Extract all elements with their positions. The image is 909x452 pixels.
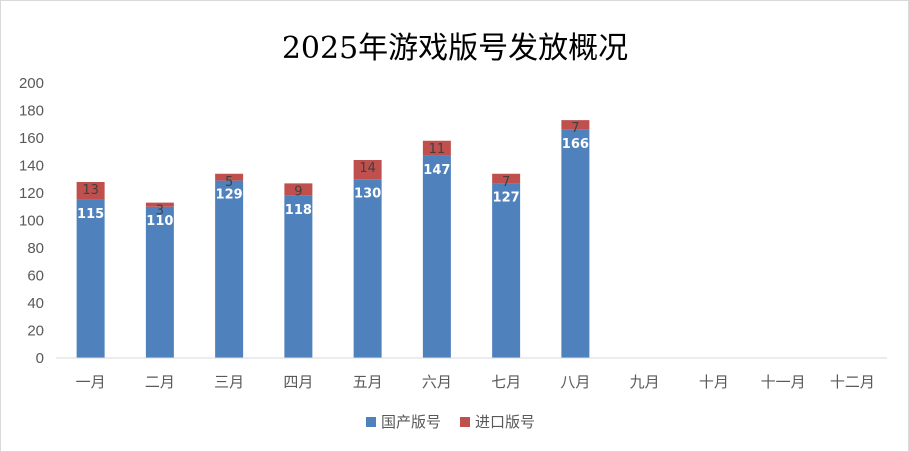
x-category-label: 一月	[76, 373, 106, 391]
y-tick-label: 40	[27, 295, 44, 312]
y-tick-label: 160	[19, 130, 44, 147]
legend-swatch	[366, 417, 376, 427]
x-axis-labels: 一月 二月 三月 四月 五月 六月 七月 八月 九月 十月 十一月 十二月	[76, 373, 875, 391]
bar-import	[492, 173, 521, 184]
y-axis-ticks: 0 20 40 60 80 100 120 140 160 180 200	[19, 75, 44, 367]
y-tick-label: 120	[19, 185, 44, 202]
bar-import	[422, 140, 451, 156]
data-label-import: 3	[156, 204, 164, 219]
y-tick-label: 0	[36, 350, 44, 367]
data-label-domestic: 110	[146, 214, 173, 229]
x-category-label: 十二月	[830, 373, 875, 391]
data-label-import: 14	[359, 161, 376, 176]
chart-title: 2025年游戏版号发放概况	[282, 31, 628, 66]
data-label-import: 11	[429, 142, 446, 157]
y-tick-label: 100	[19, 213, 44, 230]
x-category-label: 十月	[699, 373, 729, 391]
legend-label: 国产版号	[381, 413, 441, 431]
x-category-label: 十一月	[761, 373, 806, 391]
data-label-domestic: 130	[354, 186, 381, 201]
y-tick-label: 80	[27, 240, 44, 257]
data-label-domestic: 129	[216, 188, 243, 203]
bar-domestic	[215, 180, 244, 358]
y-tick-label: 200	[19, 75, 44, 92]
bar-import	[561, 120, 590, 130]
x-category-label: 六月	[422, 373, 452, 391]
bar-domestic	[353, 179, 382, 358]
x-category-label: 七月	[491, 373, 521, 391]
bar-import	[284, 183, 313, 196]
bar-domestic	[145, 206, 174, 358]
y-tick-label: 60	[27, 268, 44, 285]
y-tick-label: 140	[19, 158, 44, 175]
bar-import	[76, 182, 105, 200]
x-category-label: 三月	[214, 373, 244, 391]
bar-domestic	[284, 195, 313, 358]
bar-domestic	[76, 199, 105, 358]
data-label-import: 9	[294, 184, 302, 199]
bar-import	[215, 173, 244, 181]
data-label-domestic: 166	[562, 137, 589, 152]
x-category-label: 五月	[353, 373, 383, 391]
y-tick-label: 180	[19, 103, 44, 120]
x-category-label: 四月	[283, 373, 313, 391]
data-label-domestic: 127	[493, 190, 520, 205]
bar-import	[353, 160, 382, 180]
legend-swatch	[460, 417, 470, 427]
data-label-domestic: 115	[77, 207, 104, 222]
bar-domestic	[492, 183, 521, 358]
data-label-domestic: 147	[423, 163, 450, 178]
data-label-import: 13	[82, 183, 99, 198]
bar-import	[145, 202, 174, 207]
bar-domestic	[561, 129, 590, 358]
data-label-import: 5	[225, 175, 233, 190]
y-tick-label: 20	[27, 323, 44, 340]
data-label-import: 7	[571, 121, 579, 136]
legend: 国产版号 进口版号	[366, 413, 535, 431]
x-category-label: 二月	[145, 373, 175, 391]
legend-label: 进口版号	[475, 413, 535, 431]
x-category-label: 九月	[630, 373, 660, 391]
x-category-label: 八月	[560, 373, 590, 391]
data-label-domestic: 118	[285, 203, 312, 218]
data-label-import: 7	[502, 175, 510, 190]
bar-domestic	[422, 155, 451, 358]
